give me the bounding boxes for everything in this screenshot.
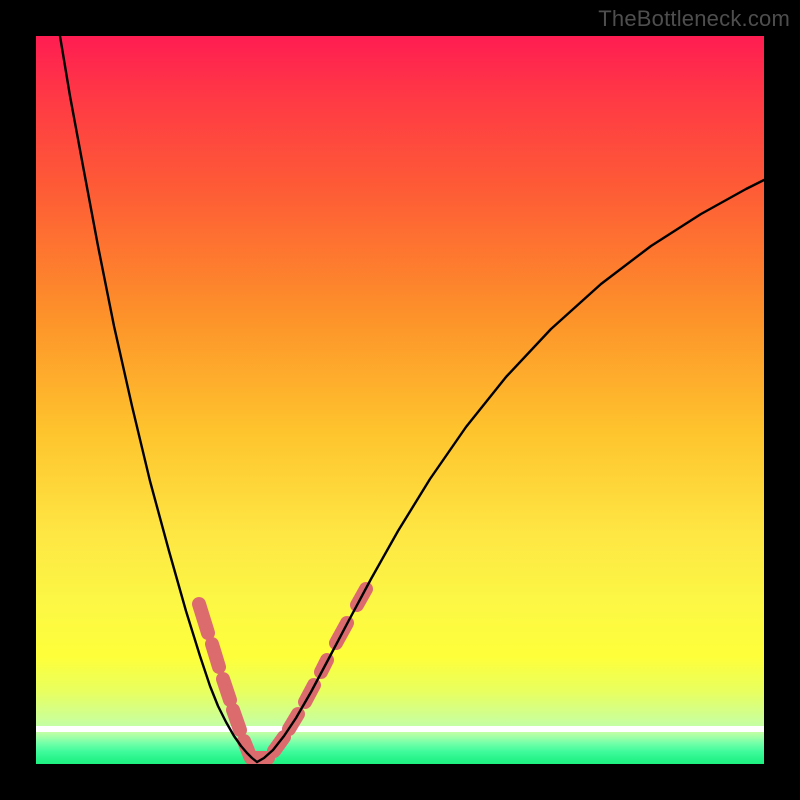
plot-area [36,36,764,764]
marker-group [199,589,366,758]
curve-marker [212,644,219,667]
curve-marker [199,604,208,633]
curve-right-branch [257,180,764,762]
curve-left-branch [60,36,257,762]
chart-frame: TheBottleneck.com [0,0,800,800]
curve-layer [36,36,764,764]
curve-marker [233,710,240,730]
curve-marker [223,679,230,700]
watermark-text: TheBottleneck.com [598,6,790,32]
